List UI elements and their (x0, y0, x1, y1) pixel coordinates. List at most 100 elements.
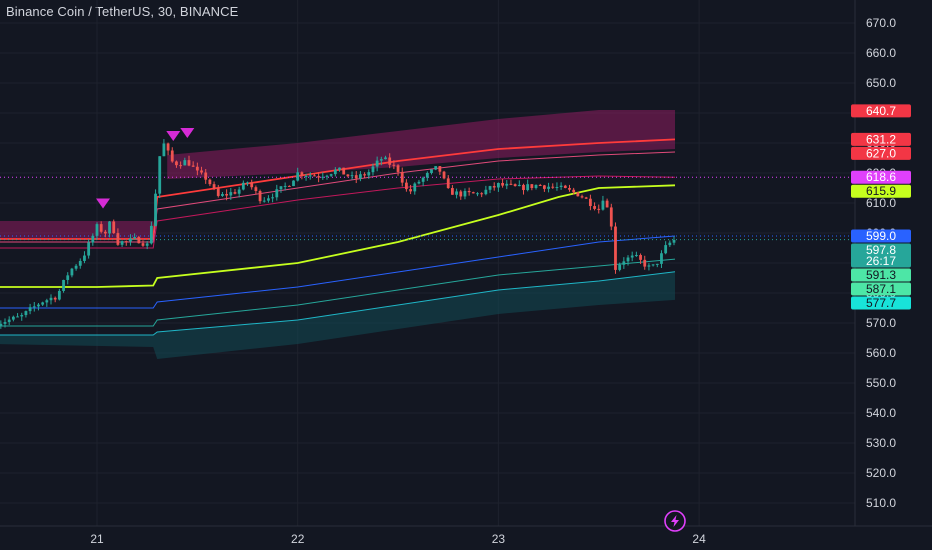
candle-body (618, 264, 622, 270)
candle-body (354, 175, 358, 179)
candle-body (200, 170, 203, 173)
candle-body (509, 183, 513, 185)
candle-body (296, 172, 300, 181)
candle-body (91, 235, 95, 243)
candle-body (568, 188, 571, 190)
candle-body (262, 200, 266, 202)
overlay-layer (0, 138, 676, 336)
candle-body (321, 176, 325, 178)
candle-body (325, 175, 329, 177)
candle-body (237, 189, 241, 194)
price-badge (851, 229, 911, 243)
price-badge (851, 184, 911, 198)
candle-body (572, 189, 576, 193)
candle-body (492, 186, 496, 188)
sell-marker (96, 198, 111, 209)
y-tick-label: 560.0 (866, 346, 896, 360)
candle-body (342, 167, 346, 175)
candle-body (597, 208, 601, 210)
candle-body (664, 245, 668, 254)
candle-body (141, 243, 145, 246)
candle-body (292, 180, 295, 187)
price-badge-label: 631.2 (866, 132, 896, 146)
sell-marker (166, 131, 181, 141)
lightning-icon[interactable] (664, 510, 686, 532)
price-badge (851, 296, 911, 310)
y-tick-label: 530.0 (866, 436, 896, 450)
candle-body (16, 316, 19, 318)
x-axis-labels: 21 22 23 24 (90, 532, 706, 546)
candle-body (555, 187, 559, 189)
candle-body (588, 198, 592, 207)
candle-body (246, 182, 249, 184)
candle-body (580, 196, 584, 198)
marker-layer (96, 128, 195, 209)
upper-band (167, 110, 675, 179)
candle-body (488, 186, 492, 190)
candle-body (66, 275, 70, 280)
price-badge (851, 132, 911, 146)
price-badge-label: 627.0 (866, 146, 896, 160)
candle-body (317, 176, 321, 178)
candle-body (216, 188, 220, 196)
candle-body (283, 185, 287, 187)
candle-body (49, 297, 53, 301)
candle-body (304, 175, 308, 177)
candle-body (584, 197, 588, 199)
candle-body (225, 194, 229, 196)
candle-body (32, 306, 36, 308)
candle-body (413, 183, 417, 192)
price-badge-label: 615.9 (866, 184, 896, 198)
candle-body (95, 224, 99, 236)
candle-body (530, 184, 534, 188)
candle-body (576, 192, 580, 197)
candle-body (446, 178, 450, 189)
overlay-line (0, 175, 676, 249)
candle-body (233, 192, 237, 194)
candle-body (329, 174, 333, 176)
candle-body (24, 311, 28, 316)
candle-body (660, 253, 663, 264)
candle-body (384, 157, 387, 160)
candle-body (379, 159, 383, 161)
candle-body (643, 259, 647, 267)
candle-body (526, 184, 530, 191)
candle-body (11, 316, 15, 320)
y-tick-label: 570.0 (866, 316, 896, 330)
candle-body (20, 315, 24, 317)
candle-body (614, 226, 617, 270)
x-tick-label: 23 (492, 532, 506, 546)
candle-body (522, 184, 525, 191)
candle-body (438, 166, 442, 172)
price-badge-label: 597.8 (866, 243, 896, 257)
candle-body (208, 179, 212, 185)
candle-body (129, 238, 132, 242)
overlay-line (0, 151, 676, 243)
price-badge-label: 599.0 (866, 229, 896, 243)
time-scale[interactable] (0, 526, 932, 550)
candle-body (187, 160, 191, 166)
candle-body (593, 206, 596, 209)
candle-body (405, 182, 408, 190)
candle-body (655, 263, 659, 265)
candle-body (221, 194, 224, 196)
candle-body (124, 241, 128, 243)
candle-body (103, 231, 107, 234)
candle-body (451, 188, 454, 195)
candle-body (87, 242, 91, 256)
candle-body (162, 143, 166, 157)
candle-body (78, 260, 82, 266)
candle-body (601, 200, 605, 210)
candle-body (108, 221, 111, 234)
price-badge-label: 577.7 (866, 296, 896, 310)
y-tick-label: 660.0 (866, 46, 896, 60)
candle-body (476, 193, 479, 195)
candle-body (74, 265, 78, 269)
candle-body (70, 268, 74, 276)
candle-body (175, 161, 178, 166)
candle-body (442, 171, 446, 179)
candle-body (158, 156, 162, 194)
candle-body (267, 198, 270, 201)
